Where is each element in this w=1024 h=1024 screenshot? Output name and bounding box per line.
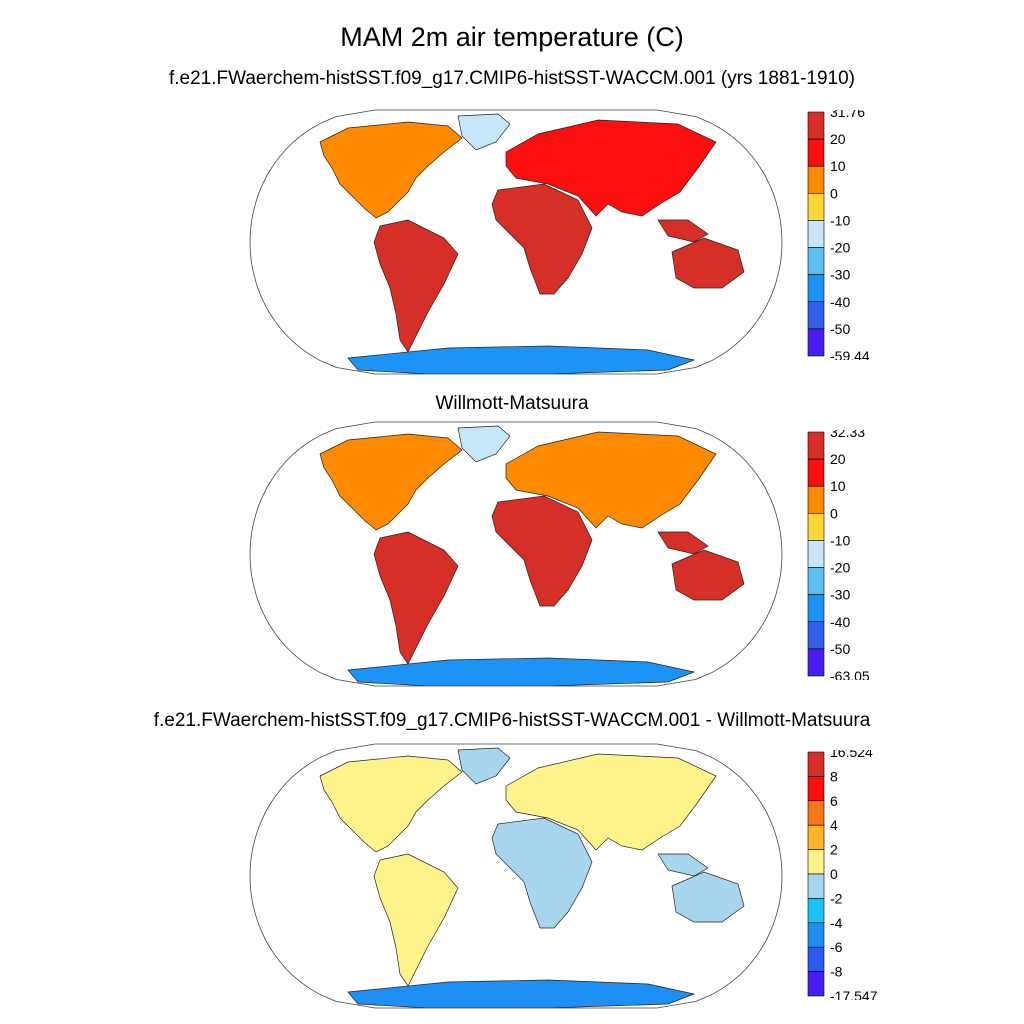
- continent-antarctica: [347, 345, 696, 374]
- colorbar-box: [807, 165, 825, 194]
- panel-3-map: [249, 743, 783, 1009]
- colorbar-label: 0: [830, 866, 838, 882]
- colorbar-label: 32.33: [830, 430, 865, 440]
- panel-3-title: f.e21.FWaerchem-histSST.f09_g17.CMIP6-hi…: [153, 710, 871, 731]
- colorbar-label: 6: [830, 793, 838, 809]
- colorbar-label: -30: [830, 267, 850, 283]
- colorbar-label: -30: [830, 587, 850, 603]
- panel-1-title: f.e21.FWaerchem-histSST.f09_g17.CMIP6-hi…: [168, 68, 855, 89]
- continent-eurasia: [505, 119, 717, 217]
- colorbar-box: [807, 193, 825, 221]
- colorbar-label: 0: [830, 505, 838, 521]
- continent-australia: [671, 871, 745, 923]
- continent-africa: [491, 817, 593, 929]
- colorbar-box: [807, 138, 825, 167]
- continent-namerica: [319, 433, 463, 531]
- continent-seasia: [657, 531, 709, 555]
- colorbar-label: -4: [830, 915, 843, 931]
- colorbar-label: 8: [830, 768, 838, 784]
- panel-1-colorbar: 31.76 20 10 0 -10 -20 -30 -40 -50 -59.44: [807, 110, 870, 360]
- continent-africa: [491, 495, 593, 607]
- continent-namerica: [319, 755, 463, 853]
- colorbar-label: -40: [830, 614, 850, 630]
- colorbar-box: [807, 824, 825, 850]
- colorbar-label: -2: [830, 890, 843, 906]
- panel-3-colorbar: 16.524 8 6 4 2 0 -2 -4 -6 -8 -17.547: [807, 750, 878, 1000]
- continent-eurasia: [505, 753, 717, 851]
- colorbar-label: -50: [830, 321, 850, 337]
- colorbar-box: [807, 971, 825, 997]
- colorbar-box: [807, 776, 825, 802]
- continent-samerica: [373, 853, 459, 987]
- panel-2-map: [249, 421, 783, 687]
- colorbar-box: [807, 849, 825, 875]
- map-frame: [249, 421, 783, 687]
- map-frame: [249, 109, 783, 375]
- colorbar-box: [807, 111, 825, 140]
- continent-eurasia: [505, 431, 717, 529]
- colorbar-box: [807, 800, 825, 826]
- colorbar-box: [807, 621, 825, 650]
- colorbar-label: -40: [830, 294, 850, 310]
- map-frame: [249, 743, 783, 1009]
- continent-antarctica: [347, 657, 696, 686]
- colorbar-box: [807, 247, 825, 275]
- colorbar-box: [807, 751, 825, 777]
- figure-title: MAM 2m air temperature (C): [340, 22, 684, 52]
- colorbar-label: 16.524: [830, 750, 873, 760]
- colorbar-box: [807, 328, 825, 357]
- colorbar-box: [807, 458, 825, 487]
- continent-seasia: [657, 219, 709, 243]
- colorbar-box: [807, 567, 825, 595]
- panel-2-colorbar: 32.33 20 10 0 -10 -20 -30 -40 -50 -63.05: [807, 430, 870, 680]
- colorbar-label: -63.05: [830, 668, 870, 680]
- colorbar-label: -8: [830, 964, 843, 980]
- colorbar-box: [807, 220, 825, 248]
- colorbar-box: [807, 648, 825, 677]
- colorbar-box: [807, 274, 825, 303]
- continent-greenland: [457, 747, 511, 785]
- colorbar-label: -10: [830, 532, 850, 548]
- colorbar-label: -20: [830, 240, 850, 256]
- continent-antarctica: [347, 979, 696, 1008]
- colorbar-label: -17.547: [830, 988, 878, 1000]
- colorbar-box: [807, 431, 825, 460]
- colorbar-label: -6: [830, 939, 843, 955]
- colorbar-label: 10: [830, 478, 846, 494]
- colorbar-label: -50: [830, 641, 850, 657]
- colorbar-label: 10: [830, 158, 846, 174]
- colorbar-box: [807, 946, 825, 972]
- colorbar-label: -20: [830, 560, 850, 576]
- colorbar-box: [807, 301, 825, 330]
- colorbar-box: [807, 513, 825, 541]
- colorbar-label: 20: [830, 451, 846, 467]
- colorbar-label: 2: [830, 842, 838, 858]
- continent-greenland: [457, 113, 511, 151]
- panel-1-map: [249, 109, 783, 375]
- colorbar-label: 0: [830, 185, 838, 201]
- continent-samerica: [373, 531, 459, 665]
- continent-namerica: [319, 121, 463, 219]
- continent-australia: [671, 549, 745, 601]
- colorbar-label: 4: [830, 817, 838, 833]
- continent-samerica: [373, 219, 459, 353]
- colorbar-box: [807, 540, 825, 568]
- colorbar-label: 31.76: [830, 110, 865, 120]
- continent-seasia: [657, 853, 709, 877]
- colorbar-box: [807, 922, 825, 948]
- continent-africa: [491, 183, 593, 295]
- colorbar-box: [807, 485, 825, 514]
- colorbar-box: [807, 898, 825, 924]
- continent-greenland: [457, 425, 511, 463]
- continent-australia: [671, 237, 745, 289]
- colorbar-label: -10: [830, 212, 850, 228]
- colorbar-box: [807, 594, 825, 623]
- panel-2-title: Willmott-Matsuura: [435, 393, 589, 414]
- colorbar-label: -59.44: [830, 348, 870, 360]
- colorbar-box: [807, 873, 825, 899]
- colorbar-label: 20: [830, 131, 846, 147]
